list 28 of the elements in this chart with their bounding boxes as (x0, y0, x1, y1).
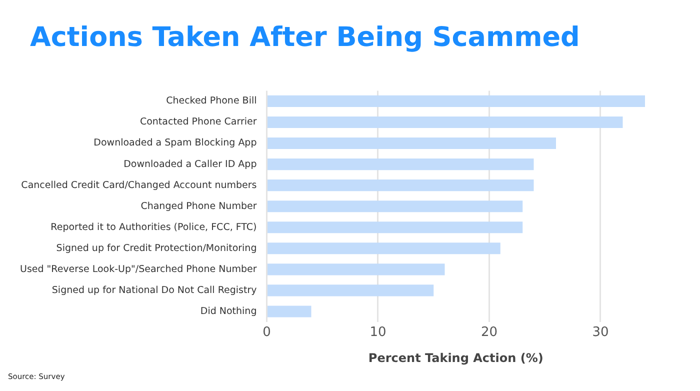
bar (268, 284, 434, 296)
bar (268, 158, 534, 170)
bar (268, 95, 645, 107)
x-tick-label: 0 (262, 325, 271, 340)
x-axis-title: Percent Taking Action (%) (368, 350, 544, 365)
y-tick-label: Contacted Phone Carrier (140, 116, 257, 128)
y-tick-label: Signed up for Credit Protection/Monitoring (56, 242, 257, 254)
y-tick-label: Downloaded a Spam Blocking App (94, 138, 257, 149)
y-tick-label: Reported it to Authorities (Police, FCC, FTC) (50, 222, 257, 233)
bar (268, 264, 445, 276)
y-tick-label: Signed up for National Do Not Call Registry (52, 284, 258, 296)
y-tick-label: Checked Phone Bill (166, 96, 257, 107)
y-tick-label: Changed Phone Number (140, 200, 257, 212)
y-tick-label: Cancelled Credit Card/Changed Account numbers (21, 180, 257, 191)
bar (268, 116, 623, 128)
y-tick-label: Used "Reverse Look-Up"/Searched Phone Number (20, 264, 257, 275)
x-tick-label: 10 (370, 325, 386, 340)
bar (268, 306, 312, 318)
x-tick-label: 30 (592, 325, 609, 340)
bar (268, 200, 523, 212)
bar (268, 137, 556, 150)
bar (268, 242, 500, 254)
chart-title: Actions Taken After Being Scammed (30, 22, 580, 53)
y-tick-label: Did Nothing (200, 306, 257, 317)
x-tick-label: 20 (480, 325, 498, 340)
bar (268, 222, 523, 234)
y-tick-label: Downloaded a Caller ID App (124, 158, 257, 170)
bar (268, 180, 534, 192)
